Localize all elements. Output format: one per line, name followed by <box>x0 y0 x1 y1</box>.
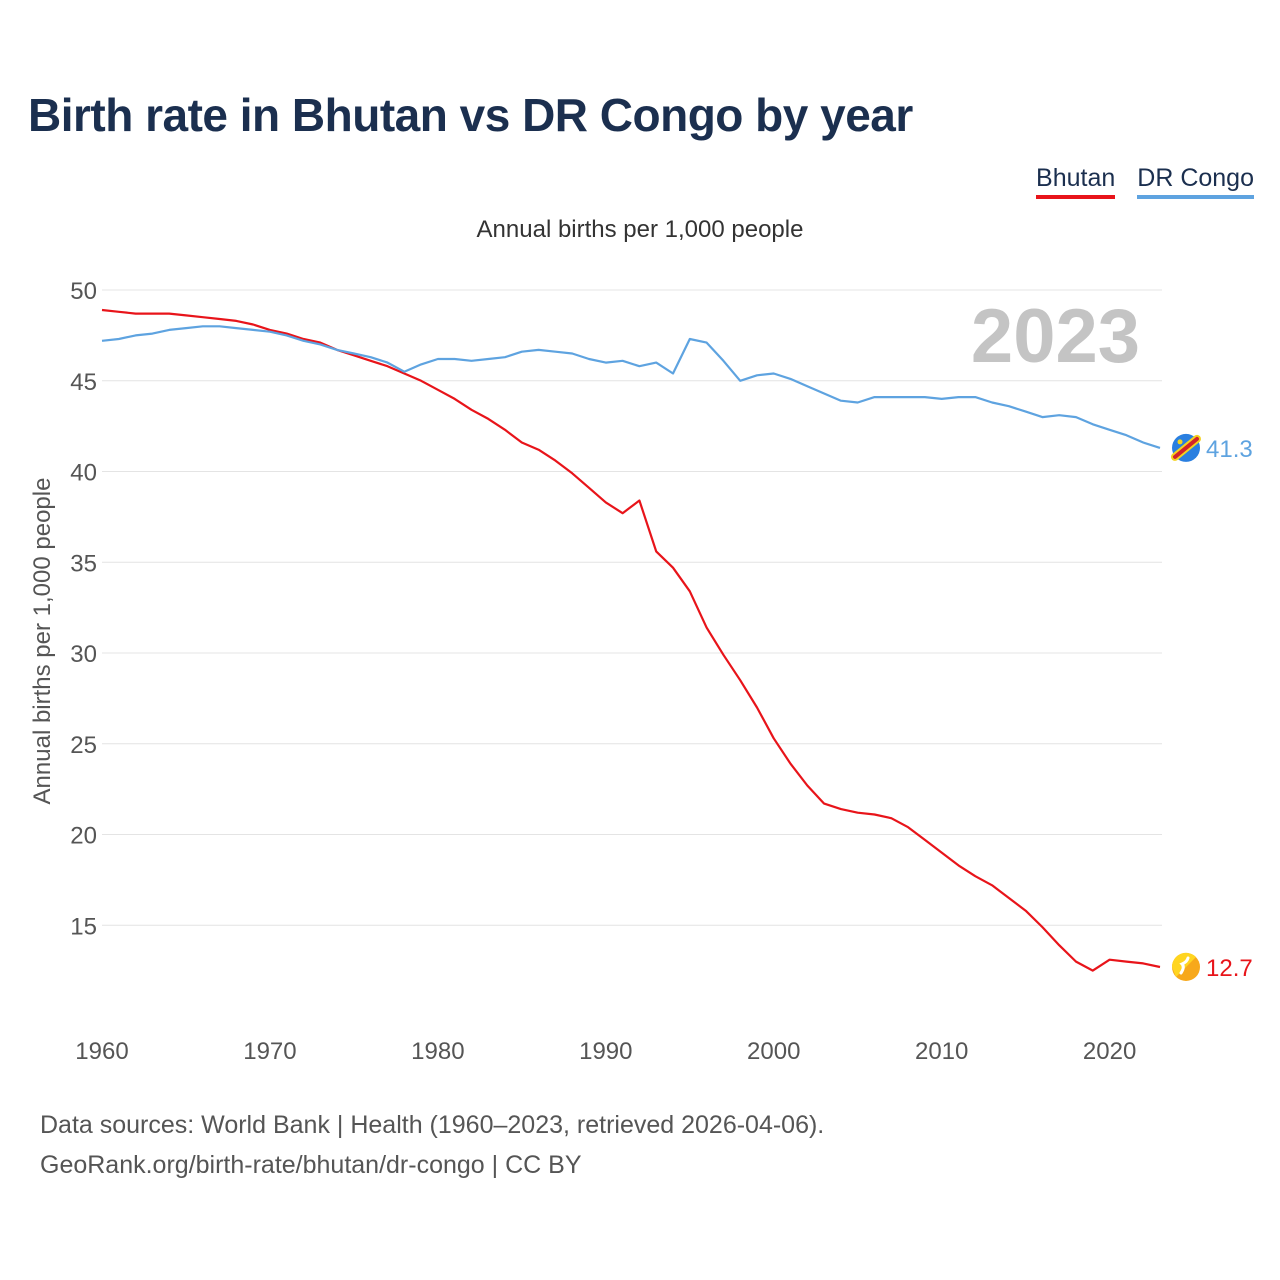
x-tick-label: 2020 <box>1083 1038 1136 1065</box>
y-tick-label: 35 <box>70 550 97 577</box>
series-line-dr-congo <box>101 325 1161 449</box>
x-tick-label: 1980 <box>411 1038 464 1065</box>
chart-title: Birth rate in Bhutan vs DR Congo by year <box>28 89 913 141</box>
y-tick-label: 40 <box>70 460 97 487</box>
legend-label-dr-congo: DR Congo <box>1137 164 1254 192</box>
x-tick-label: 1990 <box>579 1038 632 1065</box>
x-tick-label: 1960 <box>75 1038 128 1065</box>
end-label-bhutan: 12.7 <box>1206 955 1253 982</box>
legend-item-dr-congo[interactable]: DR Congo <box>1137 164 1254 199</box>
y-axis-label: Annual births per 1,000 people <box>29 478 56 805</box>
flag-dragon <box>1179 956 1190 975</box>
footer-sources: Data sources: World Bank | Health (1960–… <box>40 1111 825 1139</box>
flag-stripe-red <box>1173 436 1199 459</box>
chart-subtitle: Annual births per 1,000 people <box>476 216 804 243</box>
legend-swatch-bhutan <box>1036 195 1116 199</box>
y-tick-label: 50 <box>70 278 97 305</box>
flag-star <box>1177 439 1183 445</box>
legend-item-bhutan[interactable]: Bhutan <box>1036 164 1116 199</box>
legend-label-bhutan: Bhutan <box>1036 164 1116 192</box>
y-tick-label: 45 <box>70 369 97 396</box>
year-watermark: 2023 <box>971 294 1140 379</box>
footer: Data sources: World Bank | Health (1960–… <box>40 1105 824 1185</box>
x-tick-label: 2010 <box>915 1038 968 1065</box>
footer-link[interactable]: GeoRank.org/birth-rate/bhutan/dr-congo |… <box>40 1151 582 1179</box>
y-tick-label: 25 <box>70 732 97 759</box>
end-label-dr-congo: 41.3 <box>1206 436 1253 463</box>
x-tick-label: 1970 <box>243 1038 296 1065</box>
y-tick-label: 15 <box>70 913 97 940</box>
legend: Bhutan DR Congo <box>1036 164 1254 199</box>
y-tick-label: 30 <box>70 641 97 668</box>
series-line-bhutan <box>101 308 1161 972</box>
legend-swatch-dr-congo <box>1137 195 1254 199</box>
y-tick-label: 20 <box>70 823 97 850</box>
x-tick-label: 2000 <box>747 1038 800 1065</box>
